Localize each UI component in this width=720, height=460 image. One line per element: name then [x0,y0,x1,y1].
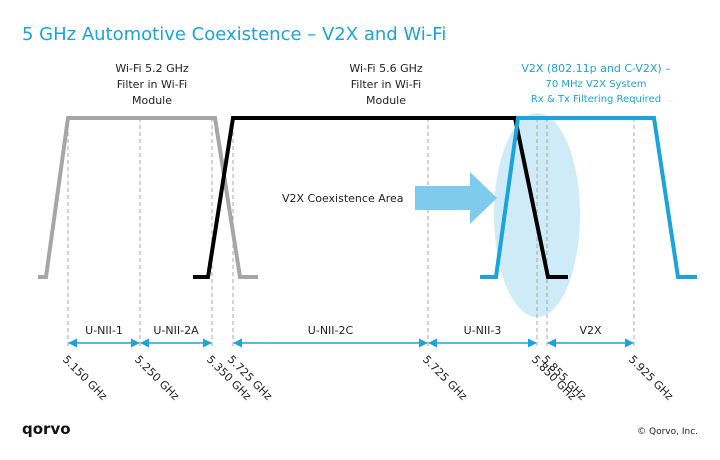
bands: U-NII-1 U-NII-2A U-NII-2C U-NII-3 V2X [68,324,634,348]
band-label: U-NII-1 [85,324,123,337]
band-label: U-NII-2C [308,324,354,337]
band-label: U-NII-2A [153,324,199,337]
frequency-label: 5.725 GHz [420,353,470,403]
band-label: V2X [579,324,602,337]
filter-label: V2X (802.11p and C-V2X) –70 MHz V2X Syst… [521,62,670,105]
v2x-filter [480,116,697,279]
coexistence-arrow [415,172,497,224]
copyright: © Qorvo, Inc. [637,427,698,437]
frequency-label: 5.925 GHz [626,353,676,403]
wifi-56-filter [193,116,568,279]
filter-label: Wi-Fi 5.2 GHz Filter in Wi-Fi Module [115,62,189,107]
frequency-label: 5.250 GHz [132,353,182,403]
title: 5 GHz Automotive Coexistence – V2X and W… [22,24,446,45]
filter-label: Wi-Fi 5.6 GHz Filter in Wi-Fi Module [349,62,423,107]
logo: qorvo [22,420,71,438]
coexistence-label: V2X Coexistence Area [282,192,404,205]
frequency-label: 5.150 GHz [60,353,110,403]
wifi-52-filter [38,116,258,279]
band-label: U-NII-3 [464,324,502,337]
